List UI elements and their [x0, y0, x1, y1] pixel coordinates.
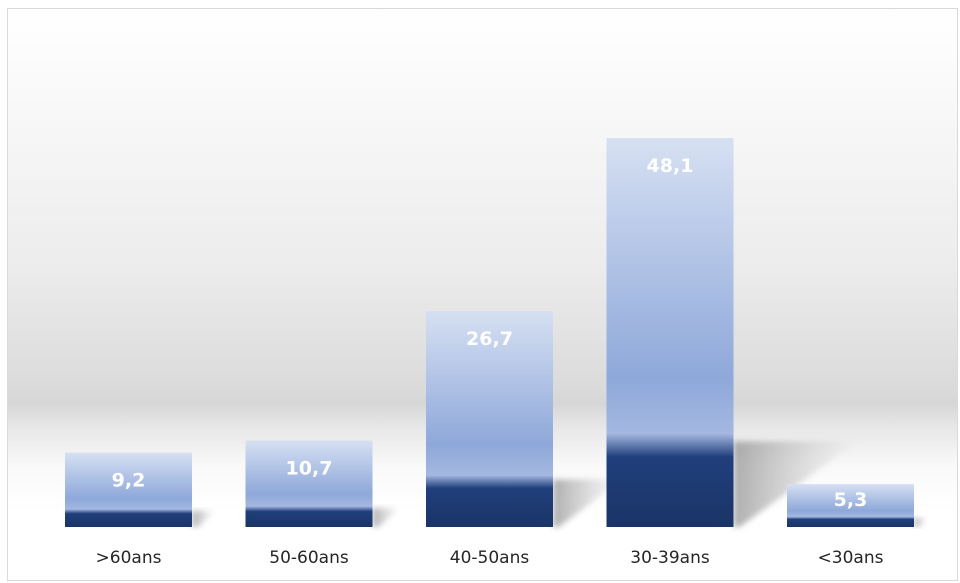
bar-60ans: [65, 452, 192, 527]
bar-shadow-30ans: [914, 517, 928, 527]
chart-area: 9,2 10,7 26,7 48,1 5,3 >60ans 50-60ans 40-50an…: [7, 8, 958, 581]
bar-shadow-60ans: [192, 510, 216, 527]
x-tick-label-30ans: <30ans: [818, 548, 884, 568]
x-tick-label-50-60ans: 50-60ans: [269, 548, 349, 568]
data-label-30ans: 5,3: [834, 489, 868, 511]
bar-chart: 9,2 10,7 26,7 48,1 5,3 >60ans 50-60ans 40-50an…: [65, 138, 928, 568]
bar-40-50ans: [426, 311, 553, 527]
x-tick-label-30-39ans: 30-39ans: [630, 548, 710, 568]
bar-shadow-50-60ans: [372, 507, 401, 527]
data-label-30-39ans: 48,1: [647, 155, 694, 177]
x-tick-label-40-50ans: 40-50ans: [450, 548, 530, 568]
value-labels: 9,2 10,7 26,7 48,1 5,3: [112, 155, 868, 511]
data-label-60ans: 9,2: [112, 470, 146, 492]
data-label-50-60ans: 10,7: [286, 457, 333, 479]
bar-50-60ans: [245, 440, 373, 527]
x-axis-tick-labels: >60ans 50-60ans 40-50ans 30-39ans <30ans: [96, 548, 884, 568]
bar-30ans: [787, 484, 914, 527]
data-label-40-50ans: 26,7: [466, 328, 513, 350]
bar-30-39ans: [606, 138, 734, 527]
bar-shadow-40-50ans: [553, 479, 622, 527]
bars: [65, 138, 914, 527]
x-tick-label-60ans: >60ans: [96, 548, 162, 568]
